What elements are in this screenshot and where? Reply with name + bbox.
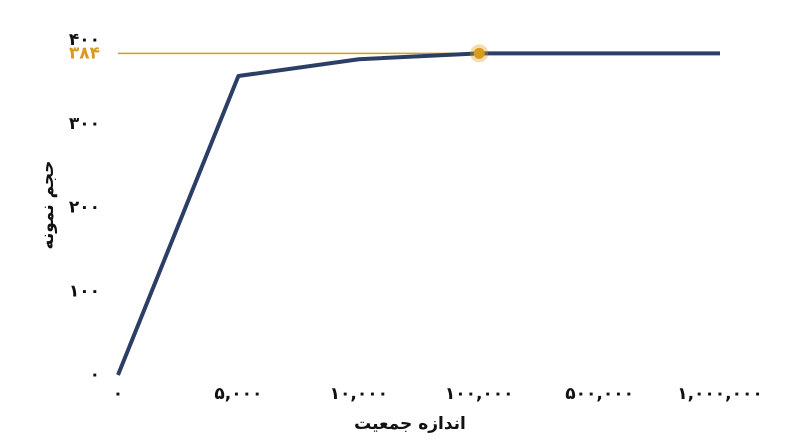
y-axis-title: حجم نمونه — [38, 161, 58, 250]
y-tick-label: ۳۰۰ — [69, 114, 100, 134]
highlight-dot — [473, 47, 485, 59]
highlight-label: ۳۸۴ — [69, 43, 100, 63]
data-line — [116, 51, 720, 376]
y-tick-label: ۰ — [90, 365, 100, 385]
x-axis-title: اندازه جمعیت — [354, 414, 466, 434]
x-tick-label: ۵,۰۰۰ — [214, 384, 262, 404]
y-tick-label: ۱۰۰ — [69, 281, 100, 301]
x-tick-label: ۱۰۰,۰۰۰ — [445, 384, 514, 404]
x-tick-label: ۵۰۰,۰۰۰ — [565, 384, 634, 404]
y-tick-label: ۴۰۰ — [69, 30, 100, 50]
y-tick-label: ۲۰۰ — [69, 198, 100, 218]
x-tick-label: ۱۰,۰۰۰ — [330, 384, 388, 404]
x-tick-label: ۱,۰۰۰,۰۰۰ — [677, 384, 763, 404]
x-tick-label: ۰ — [113, 384, 123, 404]
